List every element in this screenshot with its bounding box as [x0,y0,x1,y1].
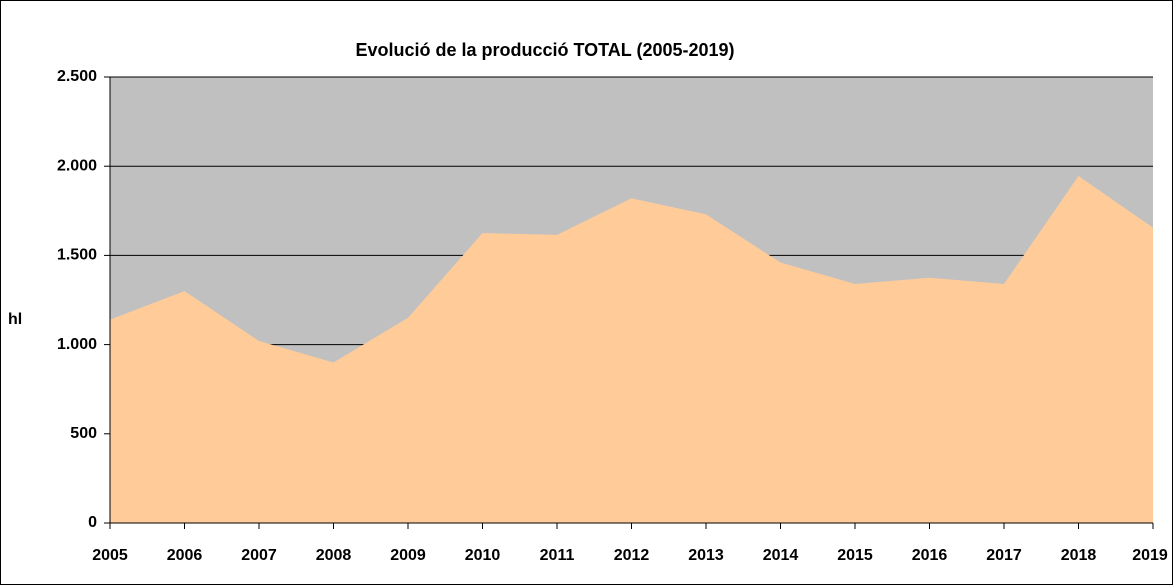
y-tick-label: 500 [70,425,97,442]
x-tick-label: 2009 [390,547,426,564]
x-tick-label: 2015 [837,547,873,564]
x-tick-label: 2005 [92,547,128,564]
y-tick-label: 2.000 [57,157,97,174]
x-tick-label: 2006 [167,547,203,564]
y-tick-label: 1.500 [57,247,97,264]
x-tick-label: 2012 [614,547,650,564]
x-tick-label: 2011 [540,547,575,564]
y-axis-label: hl [8,311,22,328]
x-tick-label: 2014 [763,547,799,564]
x-tick-label: 2007 [241,547,277,564]
x-tick-label: 2018 [1061,547,1097,564]
chart-title: Evolució de la producció TOTAL (2005-201… [355,40,734,60]
y-tick-label: 0 [88,514,97,531]
y-tick-label: 1.000 [57,336,97,353]
area [110,176,1153,523]
x-tick-label: 2017 [986,547,1022,564]
y-tick-label: 2.500 [57,68,97,85]
x-tick-label: 2013 [688,547,724,564]
x-tick-label: 2008 [316,547,352,564]
x-tick-label: 2019 [1132,547,1168,564]
x-tick-label: 2016 [912,547,948,564]
x-tick-label: 2010 [465,547,501,564]
